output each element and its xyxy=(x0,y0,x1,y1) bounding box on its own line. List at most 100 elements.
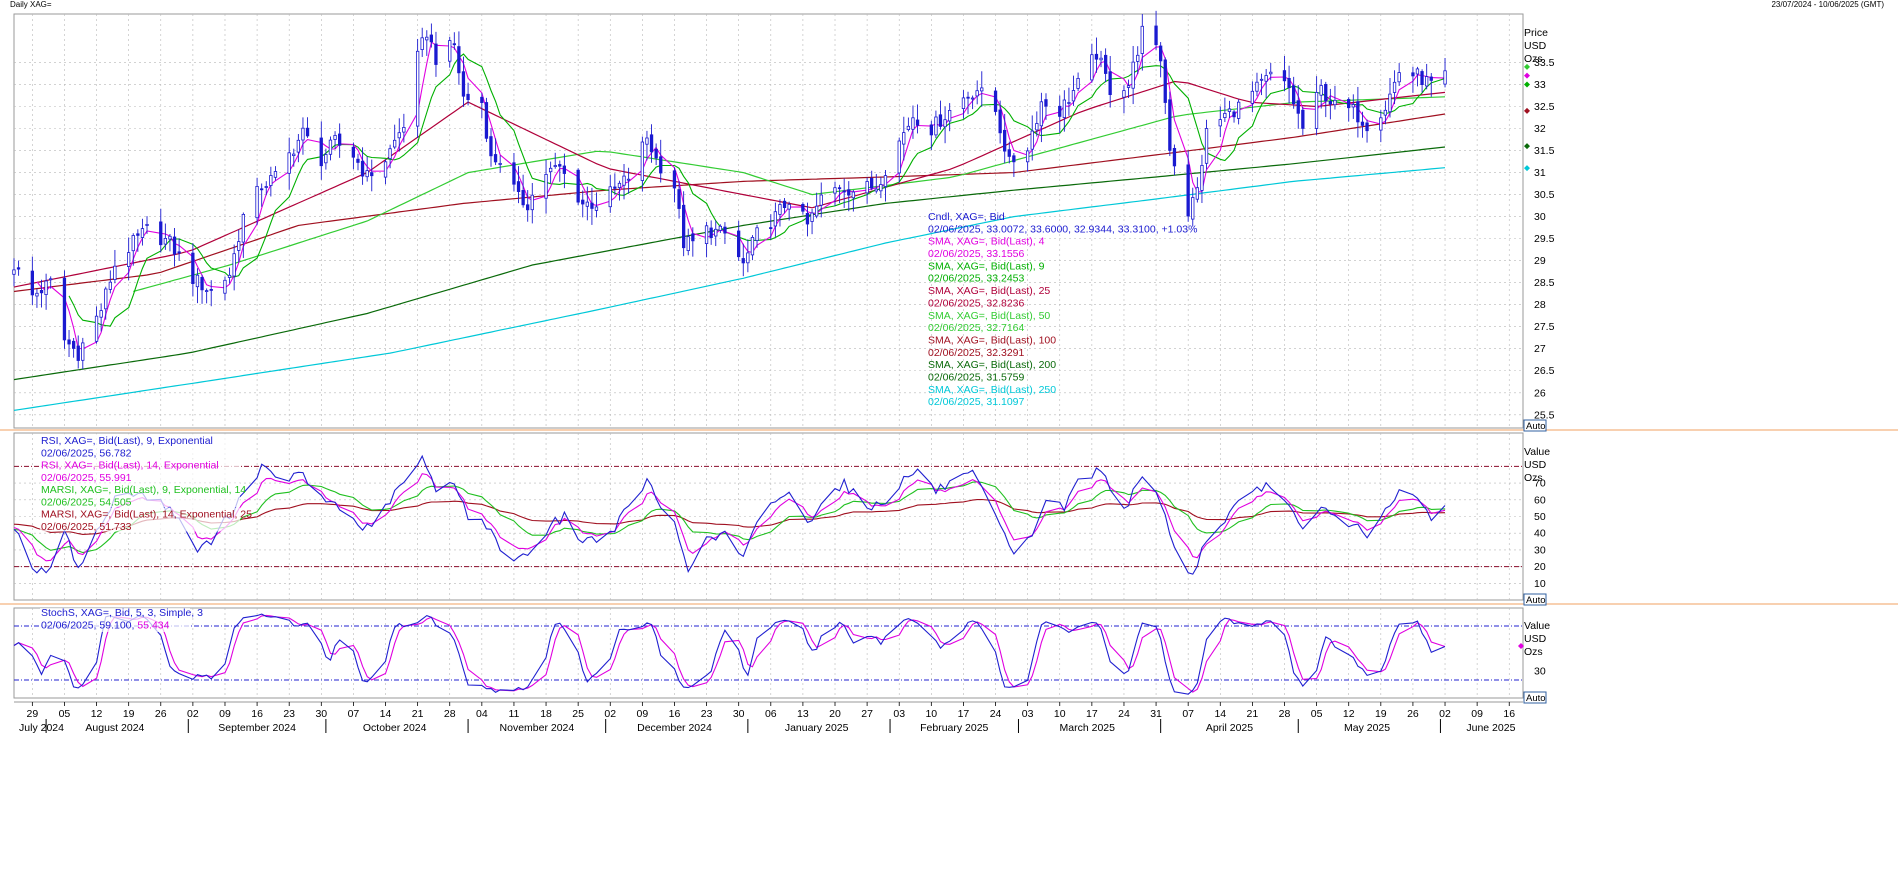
candle xyxy=(108,270,112,294)
candle xyxy=(553,152,557,169)
candle-body-up xyxy=(127,252,131,267)
candle-body-up xyxy=(773,211,777,227)
candle xyxy=(993,87,998,116)
candle xyxy=(649,124,654,163)
candle xyxy=(654,143,658,166)
candle xyxy=(847,181,851,212)
candle xyxy=(938,100,943,130)
x-day-label: 23 xyxy=(283,708,295,720)
candle xyxy=(1168,91,1172,157)
x-day-label: 21 xyxy=(1247,708,1259,720)
candle-body-up xyxy=(1383,109,1387,116)
rsi9-line xyxy=(13,454,1446,575)
price-axis-title: Ozs xyxy=(1524,53,1543,65)
legend-value: 02/06/2025, 33.2453 xyxy=(928,273,1025,285)
candle-body-up xyxy=(1351,104,1355,108)
candle-body-down xyxy=(1159,45,1163,62)
x-day-label: 27 xyxy=(861,708,873,720)
candle xyxy=(466,82,470,106)
candle xyxy=(590,187,594,225)
candle-body-down xyxy=(30,270,35,296)
candle xyxy=(292,148,296,167)
candle xyxy=(521,174,525,208)
price-marker xyxy=(1524,63,1530,70)
candle-body-up xyxy=(911,117,915,130)
candle-body-down xyxy=(837,187,842,190)
candle-body-up xyxy=(1392,81,1397,93)
auto-scale-button[interactable]: Auto xyxy=(1523,691,1547,704)
stoch-k-value: 02/06/2025, 59.100, xyxy=(41,620,137,632)
candle-body-up xyxy=(383,161,388,178)
price-tick-label: 32.5 xyxy=(1534,101,1555,113)
candle xyxy=(512,153,516,192)
candle-body-down xyxy=(200,276,204,291)
rsi-tick-label: 70 xyxy=(1534,478,1546,490)
candle-body-up xyxy=(1223,113,1227,119)
candle xyxy=(622,164,626,200)
candle xyxy=(737,220,741,261)
candle xyxy=(1301,106,1305,136)
candle xyxy=(672,167,677,203)
price-axis-title: USD xyxy=(1524,40,1547,52)
candle-body-down xyxy=(654,148,658,159)
legend-value: 02/06/2025, 54.505 xyxy=(41,496,132,508)
candle xyxy=(489,128,493,167)
candle xyxy=(1360,111,1365,138)
rsi-tick-label: 10 xyxy=(1534,578,1546,590)
candle-body-down xyxy=(516,181,521,193)
auto-button-label: Auto xyxy=(1526,595,1546,606)
candle-body-up xyxy=(1264,75,1268,82)
candle xyxy=(209,280,213,307)
auto-scale-button[interactable]: Auto xyxy=(1523,593,1547,606)
candle-body-down xyxy=(1301,109,1305,129)
candle xyxy=(1356,86,1360,138)
candle xyxy=(1044,93,1048,120)
candle-body-up xyxy=(1204,128,1209,164)
candle xyxy=(879,177,883,199)
candle-body-up xyxy=(622,175,626,186)
x-month-label: August 2024 xyxy=(85,722,144,734)
x-day-label: 02 xyxy=(1439,708,1451,720)
x-day-label: 29 xyxy=(27,708,39,720)
candle xyxy=(1351,94,1355,119)
candle xyxy=(1415,66,1420,87)
x-day-label: 14 xyxy=(380,708,392,720)
candle xyxy=(81,337,85,370)
auto-button-label: Auto xyxy=(1526,693,1546,704)
candle xyxy=(159,208,163,253)
x-month-label: May 2025 xyxy=(1344,722,1390,734)
price-tick-label: 27 xyxy=(1534,343,1546,355)
candle xyxy=(842,178,846,208)
candle-body-down xyxy=(1003,129,1007,152)
legend-label: StochS, XAG=, Bid, 5, 3, Simple, 3 xyxy=(41,607,203,619)
candle-body-down xyxy=(842,190,846,193)
candle-body-down xyxy=(434,43,438,65)
legend-value: 02/06/2025, 32.3291 xyxy=(928,347,1025,359)
rsi-tick-label: 40 xyxy=(1534,528,1546,540)
candle-body-up xyxy=(108,281,112,290)
candle xyxy=(1035,111,1039,137)
price-tick-label: 27.5 xyxy=(1534,321,1555,333)
x-day-label: 03 xyxy=(1022,708,1034,720)
candle-body-up xyxy=(874,188,878,192)
candle xyxy=(750,235,755,261)
stoch-legend: StochS, XAG=, Bid, 5, 3, Simple, 302/06/… xyxy=(40,607,203,632)
candle-body-up xyxy=(1415,68,1420,75)
candle-body-up xyxy=(549,167,553,173)
candle-body-up xyxy=(324,154,328,164)
candle-body-up xyxy=(163,237,168,245)
candle xyxy=(1003,113,1007,164)
candle-body-up xyxy=(1099,57,1103,61)
auto-scale-button[interactable]: Auto xyxy=(1523,419,1547,432)
candle-body-down xyxy=(1324,84,1328,102)
candle xyxy=(608,175,612,213)
candle-body-up xyxy=(810,212,814,222)
candle xyxy=(324,148,328,170)
candle-body-up xyxy=(415,50,420,127)
rsi-legend: RSI, XAG=, Bid(Last), 9, Exponential02/0… xyxy=(40,434,252,533)
candle-body-down xyxy=(691,233,695,242)
candle xyxy=(833,181,837,207)
candle xyxy=(67,329,71,357)
candle-body-up xyxy=(35,292,39,297)
candle-body-down xyxy=(1012,155,1016,163)
